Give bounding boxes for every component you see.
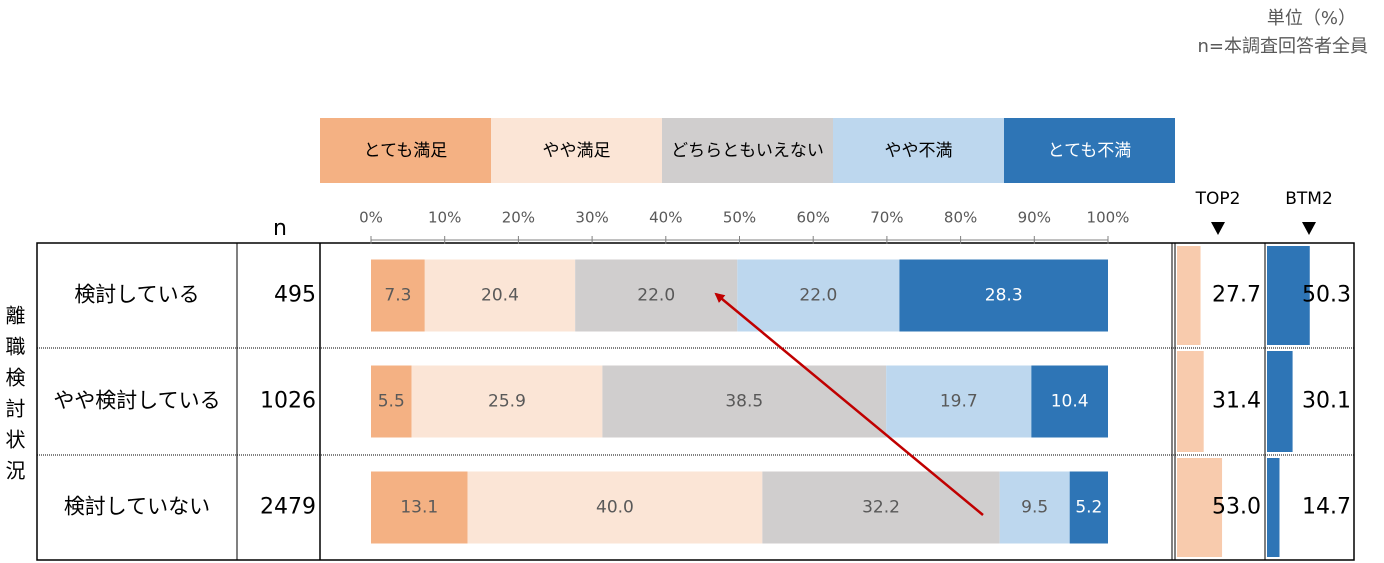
x-tick-label: 60% [797, 209, 830, 227]
data-label: 5.5 [378, 392, 405, 412]
bar-segment [371, 471, 468, 544]
sample-note: n=本調査回答者全員 [1198, 36, 1369, 57]
n-value: 495 [274, 283, 316, 308]
bar-segment [999, 471, 1070, 544]
x-tick-label: 0% [359, 209, 383, 227]
bar-segment [411, 365, 603, 438]
btm2-label: 50.3 [1302, 283, 1351, 308]
table-frame [36, 242, 1355, 561]
marker-triangle [1302, 222, 1316, 235]
unit-note: 単位（%） [1267, 8, 1356, 29]
bar-segment [737, 259, 900, 332]
top2-bar [1177, 246, 1201, 345]
top2-label: 31.4 [1212, 389, 1261, 414]
data-label: 22.0 [799, 286, 837, 306]
legend-swatch [662, 118, 833, 183]
data-label: 13.1 [400, 498, 438, 518]
legend-swatch [1004, 118, 1175, 183]
data-label: 22.0 [637, 286, 675, 306]
bar-segment [467, 471, 763, 544]
data-label: 5.2 [1075, 498, 1102, 518]
row-label: 検討している [74, 283, 199, 307]
x-tick-label: 10% [428, 209, 461, 227]
data-label: 32.2 [862, 498, 900, 518]
x-tick-label: 100% [1087, 209, 1130, 227]
btm2-header: BTM2 [1285, 189, 1333, 209]
btm2-label: 14.7 [1302, 495, 1351, 520]
legend-label: やや満足 [543, 141, 611, 161]
x-tick-label: 40% [649, 209, 682, 227]
row-label: 検討していない [64, 495, 210, 519]
top2-label: 27.7 [1212, 283, 1261, 308]
x-tick-label: 70% [870, 209, 903, 227]
x-tick-label: 30% [575, 209, 608, 227]
x-tick-label: 90% [1018, 209, 1051, 227]
data-label: 19.7 [940, 392, 978, 412]
top2-bar [1177, 351, 1204, 452]
legend-label: とても満足 [364, 141, 448, 161]
btm2-bar [1267, 458, 1280, 557]
data-label: 7.3 [384, 286, 411, 306]
bar-segment [424, 259, 576, 332]
legend-swatch [491, 118, 662, 183]
top2-label: 53.0 [1212, 495, 1261, 520]
bar-segment [1069, 471, 1108, 544]
data-label: 25.9 [488, 392, 526, 412]
n-value: 1026 [260, 389, 316, 414]
legend-swatch [320, 118, 491, 183]
data-label: 38.5 [725, 392, 763, 412]
data-label: 28.3 [985, 286, 1023, 306]
bar-segment [899, 259, 1108, 332]
legend-swatch [833, 118, 1004, 183]
x-tick-label: 80% [944, 209, 977, 227]
n-value: 2479 [260, 495, 316, 520]
data-label: 9.5 [1021, 498, 1048, 518]
legend-label: とても不満 [1048, 141, 1132, 161]
bar-segment [886, 365, 1032, 438]
btm2-bar [1267, 351, 1293, 452]
row-label: やや検討している [53, 389, 220, 413]
row-group-label: 離職検討状況 [2, 305, 26, 491]
marker-triangle [1211, 222, 1225, 235]
btm2-label: 30.1 [1302, 389, 1351, 414]
data-label: 10.4 [1051, 392, 1089, 412]
n-header: n [273, 216, 287, 241]
legend-label: どちらともいえない [671, 141, 824, 161]
top2-bar [1177, 458, 1223, 557]
btm2-bar [1267, 246, 1310, 345]
legend-label: やや不満 [885, 141, 953, 161]
arrow [714, 292, 984, 516]
bar-segment [371, 365, 412, 438]
bar-segment [575, 259, 738, 332]
bar-segment [762, 471, 1000, 544]
bar-segment [1031, 365, 1108, 438]
top2-header: TOP2 [1195, 189, 1241, 209]
bar-segment [371, 259, 425, 332]
x-tick-label: 50% [723, 209, 756, 227]
data-label: 20.4 [481, 286, 519, 306]
x-tick-label: 20% [502, 209, 535, 227]
data-label: 40.0 [596, 498, 634, 518]
bar-segment [602, 365, 887, 438]
